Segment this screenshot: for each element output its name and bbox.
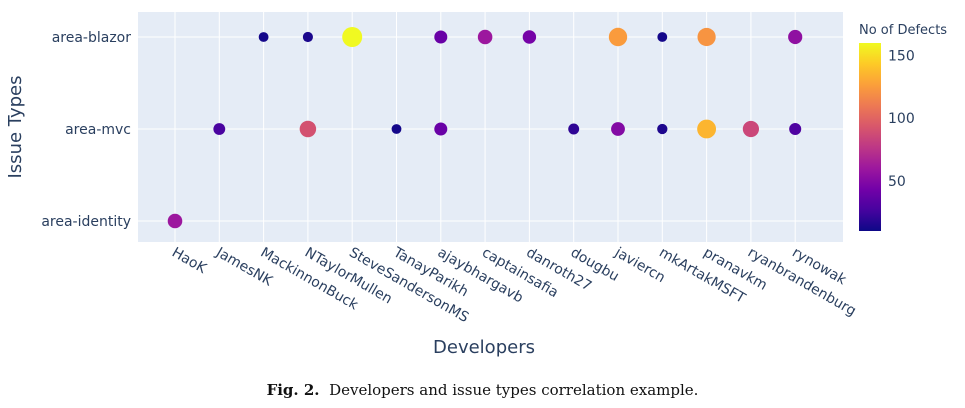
y-tick-labels: area-blazor area-mvc area-identity — [41, 30, 131, 230]
caption-label: Fig. 2. — [266, 381, 320, 399]
data-point — [611, 122, 625, 136]
data-point — [657, 32, 668, 42]
data-points — [167, 27, 803, 229]
scatter-chart: HaoK JamesNKMackinnonBuckNTaylorMullenSte… — [5, 12, 947, 358]
y-tick-label: area-mvc — [65, 122, 131, 138]
x-tick-label: javiercn — [611, 244, 668, 286]
data-point — [697, 119, 717, 139]
data-point — [167, 213, 183, 229]
data-point — [522, 30, 537, 44]
colorbar-tick-label: 100 — [888, 111, 915, 127]
y-tick-label: area-blazor — [52, 30, 132, 46]
data-point — [788, 29, 803, 45]
data-point — [342, 27, 363, 47]
data-point — [568, 123, 580, 135]
data-point — [213, 123, 226, 135]
x-axis-title: Developers — [433, 337, 535, 358]
colorbar-tick-label: 50 — [888, 174, 906, 190]
colorbar-tick-label: 150 — [888, 49, 915, 65]
colorbar — [859, 43, 881, 231]
data-point — [608, 27, 628, 47]
data-point — [299, 120, 317, 138]
data-point — [657, 123, 668, 135]
plot-area — [138, 12, 843, 242]
data-point — [434, 122, 448, 136]
x-tick-labels: HaoK JamesNKMackinnonBuckNTaylorMullenSte… — [169, 244, 859, 326]
caption-text: Developers and issue types correlation e… — [329, 381, 699, 399]
colorbar-title: No of Defects — [859, 23, 947, 38]
data-point — [742, 120, 760, 138]
figure-caption: Fig. 2. Developers and issue types corre… — [0, 381, 965, 399]
data-point — [697, 27, 716, 47]
y-axis-title: Issue Types — [5, 76, 26, 179]
data-point — [789, 122, 802, 136]
data-point — [391, 124, 402, 134]
y-tick-label: area-identity — [41, 214, 131, 230]
colorbar-tick-labels: 50 100 150 — [888, 49, 915, 190]
data-point — [434, 30, 448, 44]
data-point — [477, 29, 493, 45]
x-tick-label: HaoK — [169, 245, 210, 278]
data-point — [302, 31, 313, 43]
data-point — [258, 32, 269, 42]
